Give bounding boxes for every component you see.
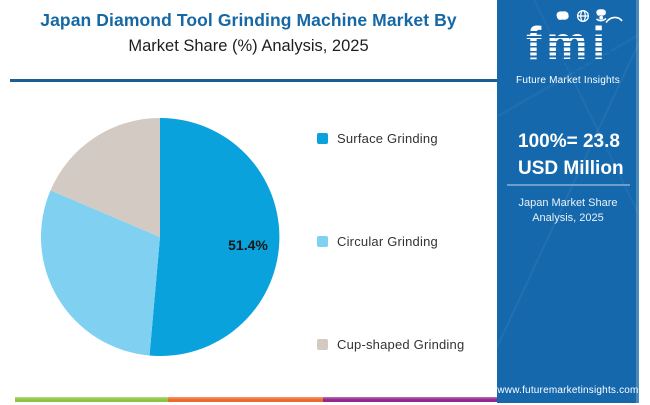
globe-icon — [576, 9, 590, 23]
pie-chart: 51.4% — [41, 117, 280, 356]
pie-slice-cup-shaped-grinding — [50, 118, 160, 237]
footer-stripe-purple — [323, 397, 497, 402]
legend-item-cup-shaped-grinding: Cup-shaped Grinding — [317, 336, 464, 352]
pie-slice-circular-grinding — [41, 190, 160, 356]
pie-value-label: 51.4% — [228, 237, 268, 253]
fmi-logo: fmi Future Market Insights — [497, 8, 639, 86]
legend-swatch-circular-grinding — [317, 235, 328, 247]
legend-item-circular-grinding: Circular Grinding — [317, 233, 438, 249]
swoosh-arc-icon — [605, 16, 623, 24]
brand-panel: fmi Future Market Insights 100%= 23.8 US… — [497, 0, 639, 403]
stat-headline: 100%= 23.8 USD Million — [518, 128, 624, 182]
logo-wordmark: fmi — [523, 20, 613, 73]
person-globe-icon — [596, 9, 607, 22]
legend-item-surface-grinding: Surface Grinding — [317, 130, 438, 146]
website-link[interactable]: www.futuremarketinsights.com — [497, 385, 639, 396]
footer-stripe-orange — [168, 397, 323, 402]
stat-divider — [507, 184, 630, 186]
stat-caption: Japan Market Share Analysis, 2025 — [497, 196, 639, 225]
panel-edge-highlight — [636, 0, 639, 403]
footer-stripes — [15, 397, 497, 402]
footer-stripe-green — [15, 397, 168, 402]
stat-caption-line1: Japan Market Share — [518, 197, 618, 209]
stat-headline-line1: 100%= 23.8 — [518, 131, 620, 152]
legend-label: Surface Grinding — [337, 130, 438, 146]
legend-label: Circular Grinding — [337, 233, 438, 249]
page-title-line2: Market Share (%) Analysis, 2025 — [128, 37, 369, 55]
header-divider — [10, 79, 497, 82]
logo-stripes-overlay — [523, 28, 613, 72]
pie-slice-surface-grinding — [149, 117, 280, 356]
logo-icon-row — [556, 9, 623, 24]
stat-caption-line2: Analysis, 2025 — [532, 211, 604, 224]
legend-swatch-surface-grinding — [317, 132, 328, 144]
legend-swatch-cup-shaped-grinding — [317, 338, 328, 350]
page-title-line1: Japan Diamond Tool Grinding Machine Mark… — [40, 10, 457, 30]
header: Japan Diamond Tool Grinding Machine Mark… — [0, 0, 497, 56]
legend-label: Cup-shaped Grinding — [337, 336, 465, 352]
map-icon — [556, 11, 569, 20]
logo-icons — [511, 8, 650, 25]
logo-subtitle: Future Market Insights — [516, 75, 620, 86]
stat-headline-line2: USD Million — [518, 158, 624, 179]
